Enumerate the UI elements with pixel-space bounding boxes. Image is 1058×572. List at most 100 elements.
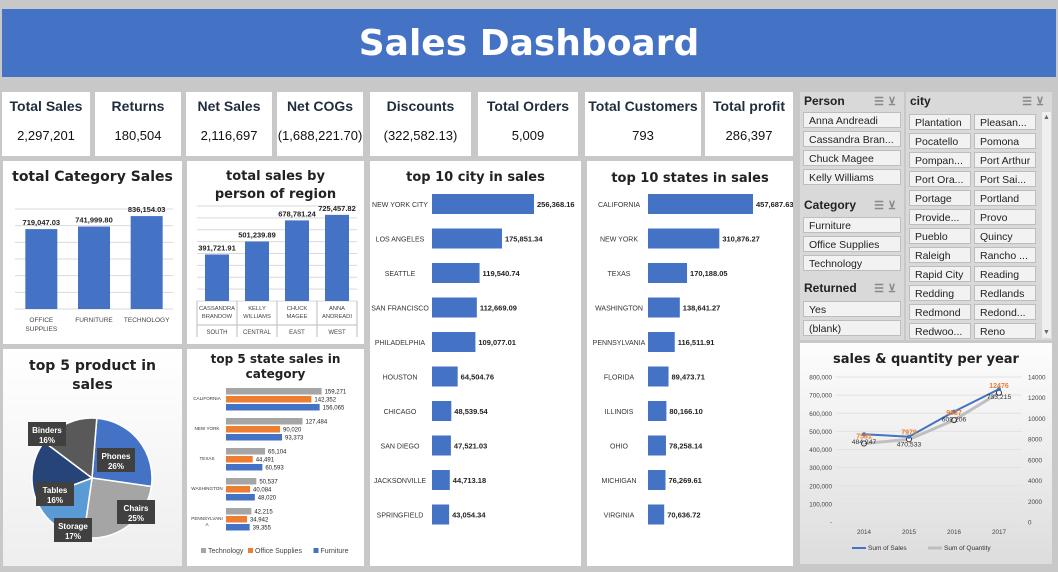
slicer-item[interactable]: Technology [803, 255, 901, 271]
slicer-item[interactable]: Anna Andreadi [803, 112, 901, 128]
category-label: SAN FRANCISCO [371, 306, 429, 313]
multi-select-icon[interactable]: ☰⊻ [874, 95, 900, 108]
slicer-item[interactable]: Quincy [974, 228, 1036, 244]
kpi-value: (1,688,221.70) [277, 128, 363, 143]
slicer-item[interactable]: Rapid City [909, 266, 971, 282]
bar [432, 297, 477, 318]
slicer-item[interactable]: (blank) [803, 320, 901, 336]
category-label: CASSANDRA [199, 306, 235, 312]
slicer-item[interactable]: Furniture [803, 217, 901, 233]
data-label: 127,484 [305, 420, 327, 426]
slicer-item[interactable]: Pompan... [909, 152, 971, 168]
bar [648, 470, 666, 490]
chart-title: top 5 product in sales [29, 358, 156, 393]
slicer-item[interactable]: Portage [909, 190, 971, 206]
legend-label: Sum of Sales [868, 545, 907, 552]
bar [432, 504, 450, 525]
category-label: PHILADELPHIA [375, 340, 426, 347]
slicer-item[interactable]: Pomona [974, 133, 1036, 149]
bar [432, 401, 452, 421]
slicer-title: Person [804, 94, 845, 108]
bar [245, 241, 269, 301]
slicer-item[interactable]: Redlands [974, 285, 1036, 301]
category-label: LOS ANGELES [376, 237, 425, 244]
scroll-up-icon[interactable]: ▲ [1043, 114, 1050, 121]
city-slicer-header: city ☰⊻ [906, 92, 1052, 110]
city-slicer: city ☰⊻ Plantation Pleasan... Pocatello Pom… [906, 92, 1052, 340]
kpi-net-sales: Net Sales 2,116,697 [186, 92, 272, 156]
slicer-item[interactable]: Redond... [974, 304, 1036, 320]
slicer-item[interactable]: Port Sai... [974, 171, 1036, 187]
category-label: MICHIGAN [602, 478, 637, 485]
slicer-item[interactable]: Portland [974, 190, 1036, 206]
bar [432, 470, 450, 490]
sales-label: 609,206 [942, 417, 967, 424]
top-products-pie: Phones26%Chairs25%Storage17%Tables16%Bin… [28, 417, 155, 542]
category-label: NEW YORK [195, 426, 221, 431]
slicer-item[interactable]: Cassandra Bran... [803, 131, 901, 147]
kpi-label: Discounts [386, 98, 455, 114]
category-label: CHUCK [287, 306, 308, 312]
label-box [117, 500, 155, 524]
data-label: 138,641.27 [683, 304, 721, 313]
bar [205, 254, 229, 301]
slicer-item[interactable]: Redmond [909, 304, 971, 320]
slicer-item[interactable]: Yes [803, 301, 901, 317]
data-label: 80,166.10 [669, 407, 702, 416]
category-label: TECHNOLOGY [124, 317, 170, 324]
slicer-item[interactable]: Raleigh [909, 247, 971, 263]
returned-slicer-header: Returned ☰⊻ [800, 279, 904, 297]
data-label: 836,154.03 [128, 205, 166, 214]
multi-select-icon[interactable]: ☰⊻ [874, 199, 900, 212]
slicer-item[interactable]: Provide... [909, 209, 971, 225]
bar [226, 404, 320, 411]
state-category-chart: CALIFORNIA 159,271 142,352 156,065 NEW YORK 1… [191, 388, 349, 555]
kpi-total-customers: Total Customers 793 [585, 92, 701, 156]
slicer-item[interactable]: Chuck Magee [803, 150, 901, 166]
category-label: CALIFORNIA [193, 396, 222, 401]
kpi-discounts: Discounts (322,582.13) [370, 92, 471, 156]
slicer-item[interactable]: Pueblo [909, 228, 971, 244]
category-label: JACKSONVILLE [374, 478, 426, 485]
scroll-down-icon[interactable]: ▼ [1043, 329, 1050, 336]
label-box [28, 422, 66, 446]
slicer-item[interactable]: Office Supplies [803, 236, 901, 252]
person-slicer-header: Person ☰⊻ [800, 92, 904, 110]
y-right-tick: 10000 [1028, 416, 1046, 423]
line-series [863, 391, 1000, 445]
category-label: SEATTLE [385, 271, 416, 278]
data-label: 48,539.54 [454, 407, 488, 416]
top-states-panel: top 10 states in sales CALIFORNIA 457,687… [587, 161, 793, 566]
slice-pct: 17% [65, 532, 81, 541]
slicer-item[interactable]: Redwoo... [909, 323, 971, 339]
legend-label: Furniture [321, 548, 349, 555]
slicer-item[interactable]: Provo [974, 209, 1036, 225]
slicer-item[interactable]: Port Arthur [974, 152, 1036, 168]
category-label: WASHINGTON [191, 486, 222, 491]
slicer-item[interactable]: Pocatello [909, 133, 971, 149]
y-right-tick: 4000 [1028, 478, 1043, 485]
kpi-label: Returns [111, 98, 165, 114]
kpi-label: Total Customers [588, 98, 698, 114]
slicer-item[interactable]: Reno [974, 323, 1036, 339]
bar [226, 464, 263, 471]
dashboard-title: Sales Dashboard [358, 22, 700, 64]
slicer-item[interactable]: Kelly Williams [803, 169, 901, 185]
data-label: 391,721.91 [198, 243, 236, 252]
multi-select-icon[interactable]: ☰⊻ [1022, 95, 1048, 108]
data-label: 50,537 [259, 480, 278, 486]
y-left-tick: 600,000 [809, 411, 832, 418]
bar [226, 478, 257, 485]
slicer-item[interactable]: Port Ora... [909, 171, 971, 187]
slicer-item[interactable]: Pleasan... [974, 114, 1036, 130]
slicer-item[interactable]: Redding [909, 285, 971, 301]
slicer-item[interactable]: Rancho ... [974, 247, 1036, 263]
top-products-panel: top 5 product in sales Phones 26% Chairs 25… [3, 349, 182, 566]
data-label: 109,077.01 [478, 338, 516, 347]
slicer-item[interactable]: Plantation [909, 114, 971, 130]
dashboard-header: Sales Dashboard [2, 9, 1056, 77]
multi-select-icon[interactable]: ☰⊻ [874, 282, 900, 295]
bar [226, 396, 312, 403]
slicer-item[interactable]: Reading [974, 266, 1036, 282]
city-slicer-scrollbar[interactable]: ▲ ▼ [1042, 112, 1051, 338]
